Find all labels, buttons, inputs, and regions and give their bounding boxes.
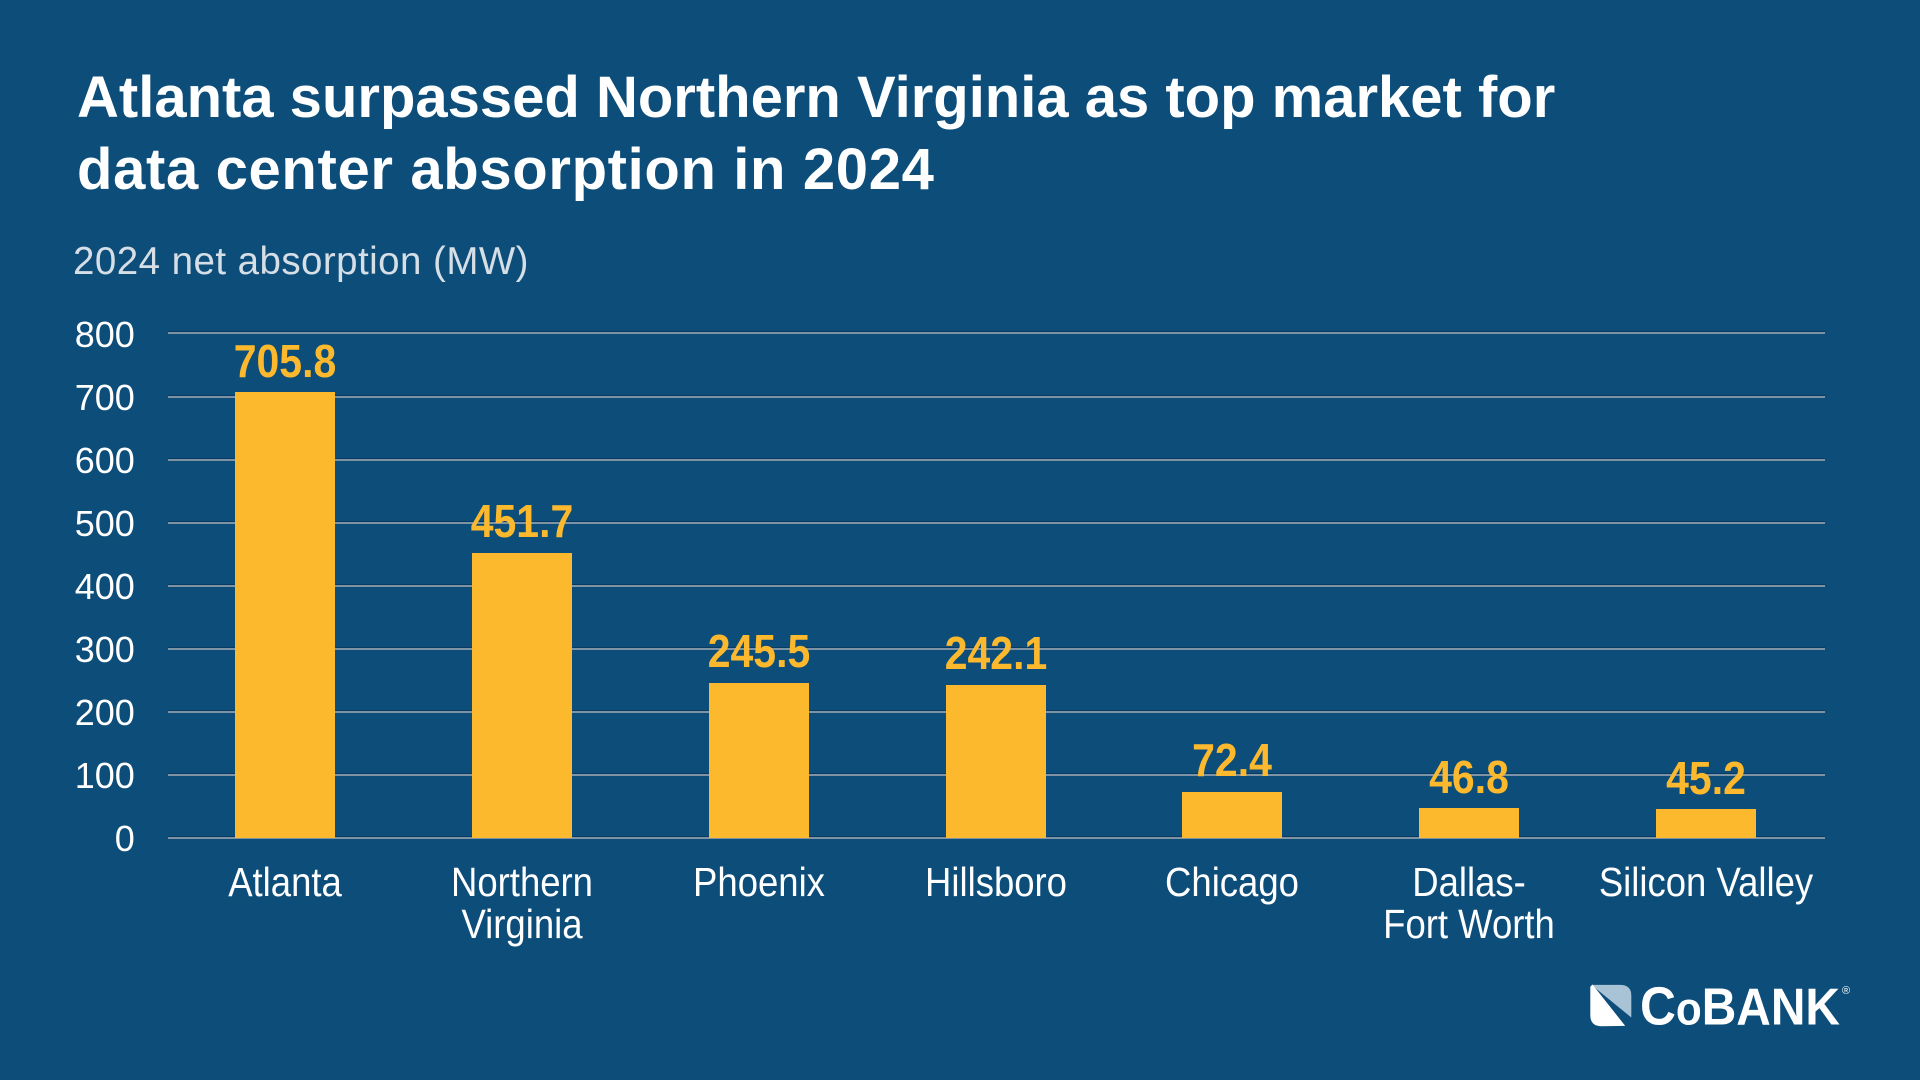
svg-text:CoBANK: CoBANK <box>1640 984 1840 1030</box>
svg-text:®: ® <box>1842 985 1850 997</box>
